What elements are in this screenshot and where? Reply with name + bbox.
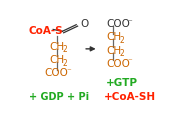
Text: CH: CH: [106, 32, 121, 42]
Text: 2: 2: [120, 36, 124, 45]
Text: COO: COO: [106, 59, 130, 69]
Text: 2: 2: [62, 45, 67, 54]
Text: 2: 2: [120, 49, 124, 58]
Text: ⁻: ⁻: [66, 67, 71, 76]
Text: O: O: [80, 19, 89, 29]
Text: 2: 2: [62, 59, 67, 68]
Text: +GTP: +GTP: [106, 78, 138, 88]
Text: COO: COO: [45, 69, 69, 78]
Text: CH: CH: [49, 42, 64, 52]
Text: CH: CH: [106, 46, 121, 56]
Text: +CoA-SH: +CoA-SH: [103, 92, 156, 102]
Text: COO: COO: [106, 19, 130, 29]
Text: ⁻: ⁻: [128, 18, 133, 27]
Text: ⁻: ⁻: [128, 58, 133, 67]
Text: CoA-S: CoA-S: [28, 26, 63, 36]
Text: + GDP + Pi: + GDP + Pi: [30, 92, 90, 102]
Text: CH: CH: [49, 55, 64, 65]
